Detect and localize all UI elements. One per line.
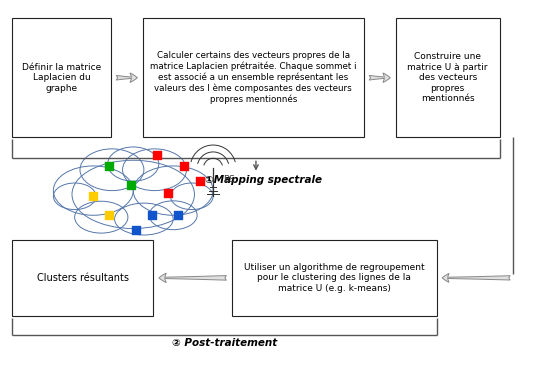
FancyBboxPatch shape: [143, 18, 364, 137]
Ellipse shape: [133, 166, 213, 215]
Point: [174, 212, 183, 218]
Ellipse shape: [75, 201, 128, 233]
Ellipse shape: [72, 160, 194, 229]
Point: [126, 182, 135, 188]
Text: ①Mapping spectrale: ①Mapping spectrale: [206, 176, 322, 186]
Text: ② Post-traitement: ② Post-traitement: [172, 338, 277, 348]
Point: [147, 212, 156, 218]
FancyBboxPatch shape: [232, 240, 437, 316]
Point: [180, 163, 188, 169]
Text: Clusters résultants: Clusters résultants: [37, 273, 129, 283]
FancyBboxPatch shape: [12, 240, 153, 316]
Text: Utiliser un algorithme de regroupement
pour le clustering des lignes de la
matri: Utiliser un algorithme de regroupement p…: [244, 263, 424, 293]
Point: [164, 189, 172, 196]
Text: Construire une
matrice U à partir
des vecteurs
propres
mentionnés: Construire une matrice U à partir des ve…: [407, 52, 488, 103]
Ellipse shape: [108, 147, 159, 181]
FancyBboxPatch shape: [396, 18, 500, 137]
Ellipse shape: [171, 183, 213, 209]
Ellipse shape: [53, 166, 133, 215]
Ellipse shape: [53, 183, 96, 209]
Point: [132, 228, 140, 234]
Ellipse shape: [115, 203, 173, 235]
FancyBboxPatch shape: [12, 18, 111, 137]
Point: [153, 151, 161, 157]
Point: [105, 212, 114, 218]
Ellipse shape: [80, 149, 144, 191]
Point: [89, 193, 97, 199]
Point: [195, 178, 204, 184]
Text: BS: BS: [223, 176, 235, 184]
Text: Calculer certains des vecteurs propres de la
matrice Laplacien prétraitée. Chaqu: Calculer certains des vecteurs propres d…: [150, 51, 357, 104]
Ellipse shape: [123, 149, 187, 191]
Ellipse shape: [149, 201, 197, 230]
Text: Définir la matrice
Laplacien du
graphe: Définir la matrice Laplacien du graphe: [22, 63, 101, 93]
Point: [105, 163, 114, 169]
